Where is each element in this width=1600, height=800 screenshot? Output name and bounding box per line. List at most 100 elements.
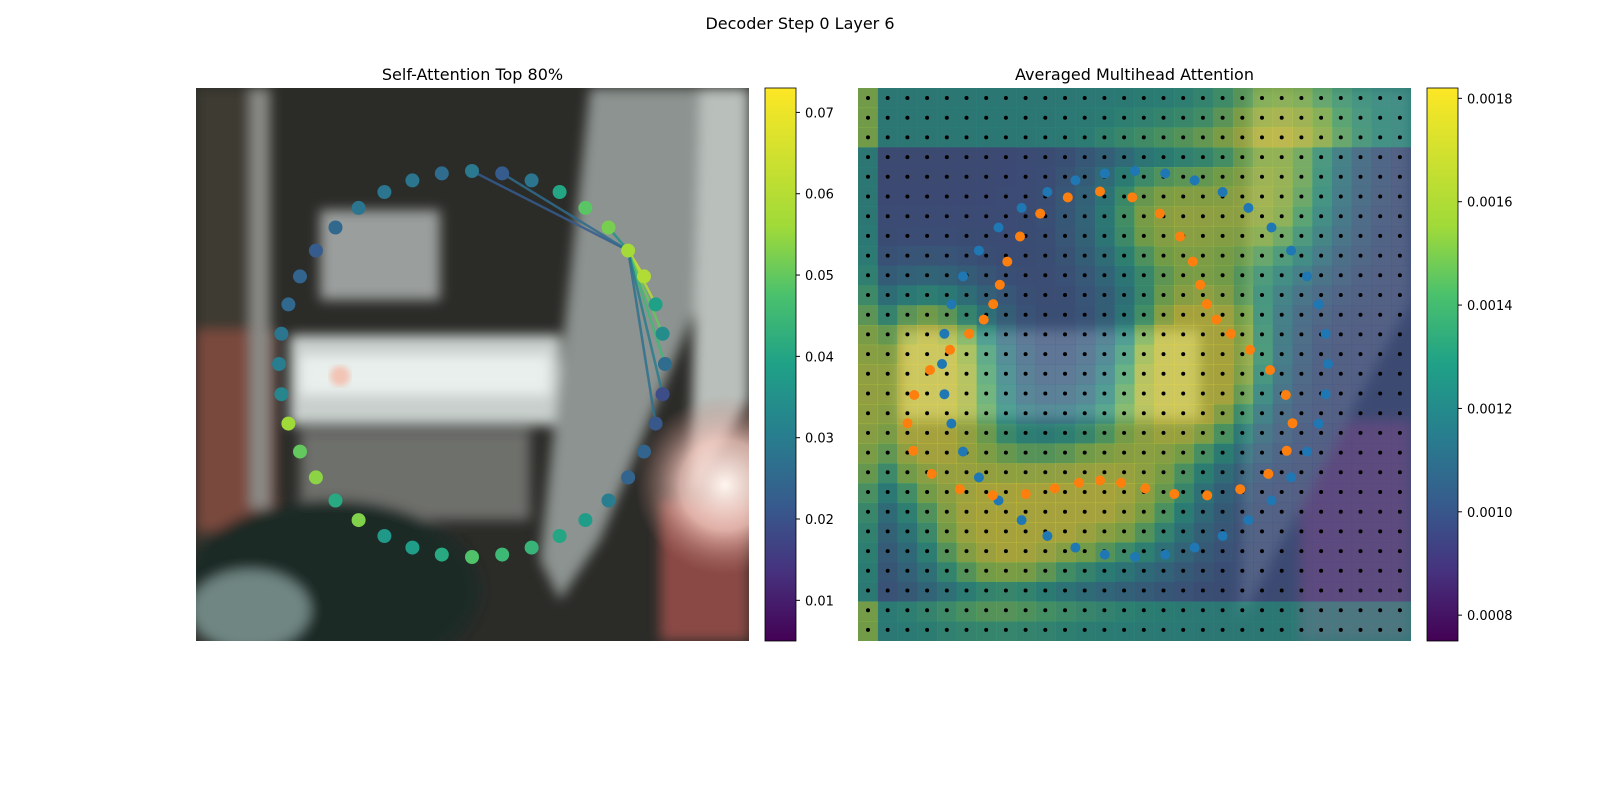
- grid-point: [866, 312, 870, 317]
- grid-point: [1082, 194, 1087, 199]
- blue-query-point: [1266, 495, 1277, 506]
- grid-point: [1319, 194, 1324, 199]
- grid-point: [866, 568, 870, 573]
- grid-point: [1358, 509, 1363, 514]
- orange-predicted-point: [1140, 483, 1151, 494]
- grid-point: [1063, 312, 1067, 317]
- grid-point: [925, 96, 930, 100]
- grid-point: [1240, 549, 1245, 554]
- grid-point: [1122, 470, 1127, 475]
- grid-point: [1122, 411, 1127, 416]
- grid-point: [925, 174, 930, 179]
- grid-point: [1063, 411, 1067, 416]
- grid-point: [1397, 490, 1402, 494]
- grid-point: [1260, 627, 1264, 632]
- grid-point: [1082, 588, 1087, 593]
- orange-predicted-point: [1020, 489, 1031, 499]
- grid-point: [905, 391, 910, 396]
- grid-point: [1102, 568, 1107, 573]
- attention-point: [434, 547, 449, 562]
- grid-point: [1063, 115, 1067, 120]
- grid-point: [866, 293, 870, 297]
- grid-point: [1358, 549, 1363, 554]
- grid-point: [944, 430, 949, 435]
- grid-point: [1299, 96, 1304, 100]
- grid-point: [1378, 312, 1383, 317]
- grid-point: [1102, 391, 1107, 396]
- grid-point: [1397, 332, 1402, 337]
- grid-point: [1122, 391, 1127, 396]
- grid-point: [1181, 115, 1186, 120]
- grid-point: [1023, 312, 1028, 317]
- grid-point: [885, 490, 890, 494]
- grid-point: [1397, 214, 1402, 219]
- grid-point: [1319, 115, 1324, 120]
- grid-point: [1141, 273, 1146, 278]
- colorbar-tick-label: 0.03: [805, 432, 834, 447]
- blue-query-point: [1160, 168, 1171, 179]
- grid-point: [944, 253, 949, 258]
- grid-point: [1260, 352, 1264, 357]
- grid-point: [1397, 608, 1402, 613]
- grid-point: [1003, 352, 1008, 357]
- orange-predicted-point: [1169, 489, 1180, 499]
- grid-point: [984, 627, 989, 632]
- grid-point: [1122, 214, 1127, 219]
- grid-point: [1338, 312, 1343, 317]
- grid-point: [1023, 627, 1028, 632]
- grid-point: [1378, 450, 1383, 455]
- attention-point: [308, 470, 323, 485]
- grid-point: [1279, 115, 1284, 120]
- grid-point: [885, 371, 890, 376]
- grid-point: [905, 214, 910, 219]
- grid-point: [1338, 470, 1343, 475]
- grid-point: [1122, 135, 1127, 140]
- grid-point: [1200, 352, 1205, 357]
- grid-point: [1220, 568, 1225, 573]
- grid-point: [984, 352, 989, 357]
- grid-point: [1082, 411, 1087, 416]
- colorbar-tick-label: 0.02: [805, 513, 834, 528]
- grid-point: [1299, 352, 1304, 357]
- grid-point: [1378, 529, 1383, 534]
- grid-point: [1260, 332, 1264, 337]
- grid-point: [964, 96, 969, 100]
- attention-point: [328, 220, 343, 235]
- grid-point: [1181, 490, 1186, 494]
- grid-point: [1240, 293, 1245, 297]
- grid-point: [1200, 115, 1205, 120]
- grid-point: [1023, 549, 1028, 554]
- grid-point: [1319, 490, 1324, 494]
- grid-point: [984, 135, 989, 140]
- grid-point: [1358, 293, 1363, 297]
- grid-point: [1082, 96, 1087, 100]
- grid-point: [1181, 174, 1186, 179]
- grid-point: [866, 549, 870, 554]
- grid-point: [1181, 549, 1186, 554]
- grid-point: [1338, 174, 1343, 179]
- grid-point: [905, 627, 910, 632]
- grid-point: [1181, 529, 1186, 534]
- grid-point: [925, 568, 930, 573]
- grid-point: [1003, 155, 1008, 160]
- grid-point: [1082, 509, 1087, 514]
- grid-point: [1141, 627, 1146, 632]
- grid-point: [885, 194, 890, 199]
- colorbar-tick-label: 0.0008: [1467, 609, 1513, 624]
- grid-point: [885, 352, 890, 357]
- grid-point: [1043, 155, 1048, 160]
- grid-point: [905, 155, 910, 160]
- grid-point: [866, 135, 870, 140]
- grid-point: [964, 608, 969, 613]
- attention-point: [274, 326, 289, 341]
- grid-point: [944, 568, 949, 573]
- grid-point: [925, 312, 930, 317]
- grid-point: [866, 371, 870, 376]
- grid-point: [1220, 115, 1225, 120]
- grid-point: [1279, 332, 1284, 337]
- left-colorbar: 0.01 0.02 0.03 0.04 0.05 0.06 0.07: [764, 87, 834, 642]
- grid-point: [944, 312, 949, 317]
- grid-point: [866, 233, 870, 238]
- orange-predicted-point: [1035, 208, 1046, 219]
- grid-point: [1397, 371, 1402, 376]
